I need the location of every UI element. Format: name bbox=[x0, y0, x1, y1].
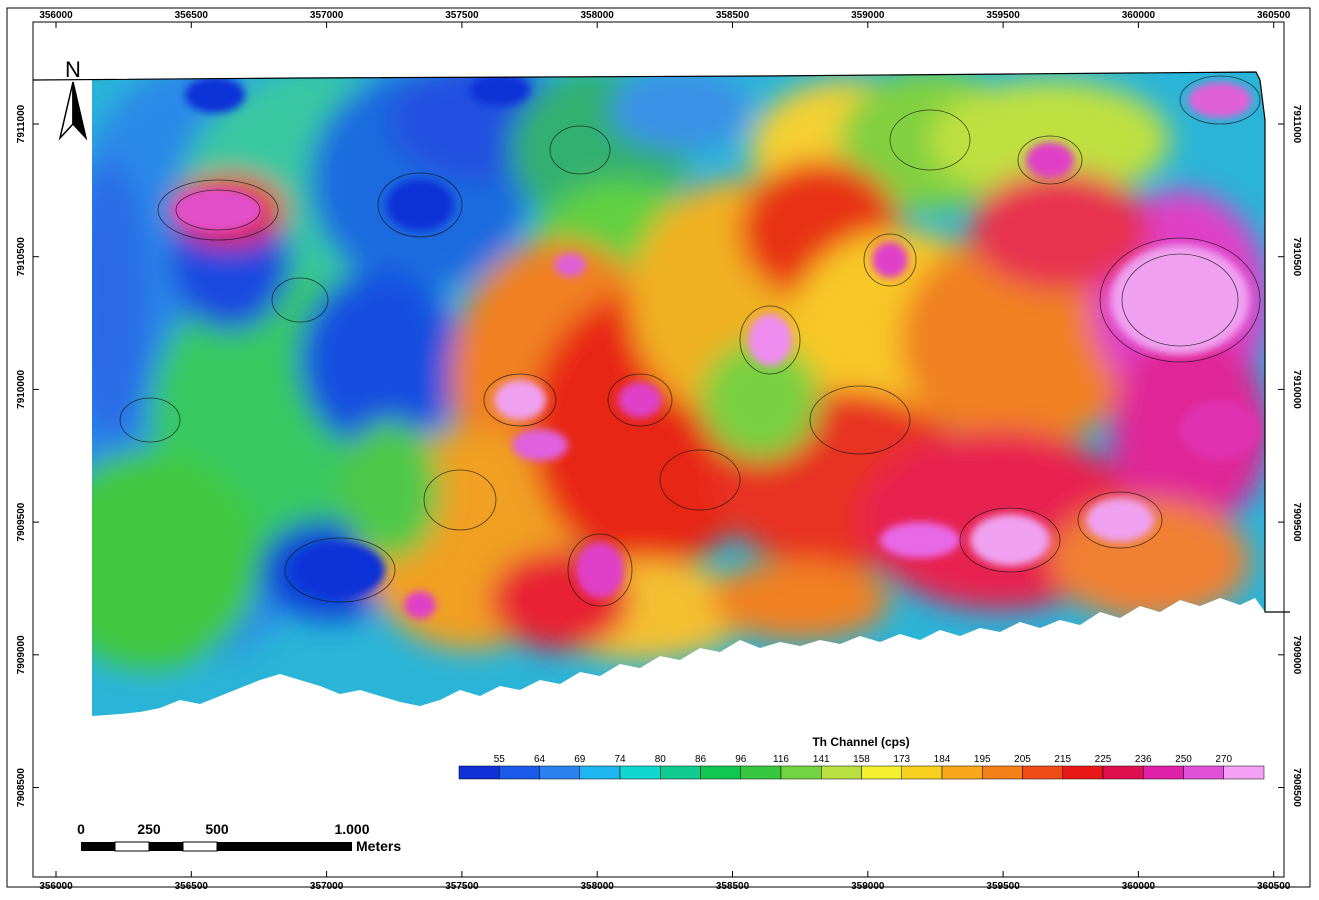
legend-swatch bbox=[1223, 765, 1265, 780]
x-tick-label: 359500 bbox=[986, 881, 1020, 892]
survey-boundary bbox=[32, 71, 1290, 613]
y-tick-label: 7911000 bbox=[1291, 105, 1302, 144]
legend-label: 116 bbox=[773, 754, 789, 765]
legend-label: 69 bbox=[574, 754, 586, 765]
legend-swatch bbox=[1143, 765, 1184, 780]
y-tick-label: 7911000 bbox=[16, 104, 27, 143]
y-tick-label: 7909000 bbox=[16, 635, 27, 674]
legend-label: 55 bbox=[494, 754, 506, 765]
x-tick-label: 356500 bbox=[175, 10, 209, 21]
x-tick-label: 358500 bbox=[716, 10, 750, 21]
legend-label: 173 bbox=[893, 754, 910, 765]
x-tick-label: 360000 bbox=[1122, 881, 1156, 892]
legend-swatch bbox=[941, 765, 983, 780]
legend-label: 215 bbox=[1054, 754, 1071, 765]
x-tick-label: 359500 bbox=[986, 10, 1020, 21]
x-tick-label: 360500 bbox=[1257, 10, 1291, 21]
x-tick-label: 356000 bbox=[39, 881, 73, 892]
x-tick-label: 357500 bbox=[445, 10, 479, 21]
legend-swatch bbox=[539, 765, 580, 780]
legend-swatch bbox=[660, 765, 701, 780]
legend-title: Th Channel (cps) bbox=[812, 735, 909, 749]
legend-label: 225 bbox=[1095, 754, 1112, 765]
legend-swatch bbox=[619, 765, 661, 780]
legend-label: 80 bbox=[655, 754, 667, 765]
scale-label: 500 bbox=[205, 821, 229, 837]
anomaly-map-area bbox=[92, 72, 1265, 716]
legend-label: 96 bbox=[735, 754, 747, 765]
north-label: N bbox=[65, 57, 81, 82]
scale-seg-1 bbox=[81, 842, 115, 851]
scale-seg-3 bbox=[149, 842, 183, 851]
x-tick-label: 356500 bbox=[175, 881, 209, 892]
y-tick-label: 7909500 bbox=[16, 502, 27, 541]
legend-swatch bbox=[982, 765, 1023, 780]
legend-swatch bbox=[579, 765, 621, 780]
legend-swatch bbox=[1102, 765, 1144, 780]
y-tick-label: 7908500 bbox=[1291, 768, 1302, 807]
y-tick-label: 7908500 bbox=[16, 768, 27, 807]
scale-label: 250 bbox=[137, 821, 161, 837]
legend-label: 195 bbox=[974, 754, 991, 765]
y-tick-label: 7910500 bbox=[1291, 237, 1302, 276]
scale-seg-2 bbox=[114, 841, 150, 852]
x-tick-label: 357500 bbox=[445, 881, 479, 892]
x-tick-label: 357000 bbox=[310, 10, 344, 21]
scale-bar: 0 250 500 1.000 Meters bbox=[77, 821, 401, 854]
legend-swatch bbox=[901, 765, 943, 780]
legend-label: 158 bbox=[853, 754, 870, 765]
y-tick-label: 7910500 bbox=[16, 237, 27, 276]
legend-label: 184 bbox=[934, 754, 951, 765]
legend-swatch bbox=[821, 765, 862, 780]
scale-label: 1.000 bbox=[334, 821, 369, 837]
x-tick-label: 360500 bbox=[1257, 881, 1291, 892]
y-axis-right: 7911000 7910500 7910000 7909500 7909000 79085… bbox=[1278, 105, 1302, 807]
map-frame-outer bbox=[6, 7, 1311, 888]
x-tick-label: 358500 bbox=[716, 881, 750, 892]
legend-label: 86 bbox=[695, 754, 707, 765]
x-tick-label: 359000 bbox=[851, 10, 885, 21]
legend-label: 64 bbox=[534, 754, 546, 765]
legend-label: 74 bbox=[614, 754, 626, 765]
legend-label: 270 bbox=[1215, 754, 1232, 765]
legend-label: 141 bbox=[813, 754, 830, 765]
x-tick-label: 358000 bbox=[581, 10, 615, 21]
legend-label: 205 bbox=[1014, 754, 1031, 765]
color-legend: Th Channel (cps) 55 64 69 74 80 86 96 116 141 158… bbox=[458, 735, 1265, 780]
legend-label: 236 bbox=[1135, 754, 1152, 765]
legend-swatch bbox=[700, 765, 741, 780]
x-tick-label: 360000 bbox=[1122, 10, 1156, 21]
x-axis-top: 356000 356500 357000 357500 358000 358500 3590… bbox=[39, 10, 1291, 28]
y-tick-label: 7909000 bbox=[1291, 635, 1302, 674]
x-axis-bottom: 356000 356500 357000 357500 358000 358500 3590… bbox=[39, 871, 1291, 892]
north-arrow-icon bbox=[58, 81, 88, 141]
legend-swatch bbox=[499, 765, 540, 780]
x-tick-label: 358000 bbox=[581, 881, 615, 892]
legend-label: 250 bbox=[1175, 754, 1192, 765]
legend-swatch bbox=[740, 765, 782, 780]
y-axis-left: 7911000 7910500 7910000 7909500 7909000 79085… bbox=[16, 104, 39, 807]
legend-swatch bbox=[861, 765, 902, 780]
y-tick-label: 7909500 bbox=[1291, 503, 1302, 542]
y-tick-label: 7910000 bbox=[16, 369, 27, 408]
scale-unit: Meters bbox=[356, 838, 401, 854]
x-tick-label: 356000 bbox=[39, 10, 73, 21]
legend-swatch bbox=[458, 765, 500, 780]
legend-swatch bbox=[1022, 765, 1063, 780]
y-tick-label: 7910000 bbox=[1291, 370, 1302, 409]
scale-label: 0 bbox=[77, 821, 85, 837]
x-tick-label: 357000 bbox=[310, 881, 344, 892]
scale-seg-5 bbox=[217, 842, 352, 851]
legend-swatch bbox=[780, 765, 822, 780]
legend-swatch bbox=[1183, 765, 1224, 780]
x-tick-label: 359000 bbox=[851, 881, 885, 892]
legend-swatch bbox=[1062, 765, 1104, 780]
scale-seg-4 bbox=[182, 841, 218, 852]
